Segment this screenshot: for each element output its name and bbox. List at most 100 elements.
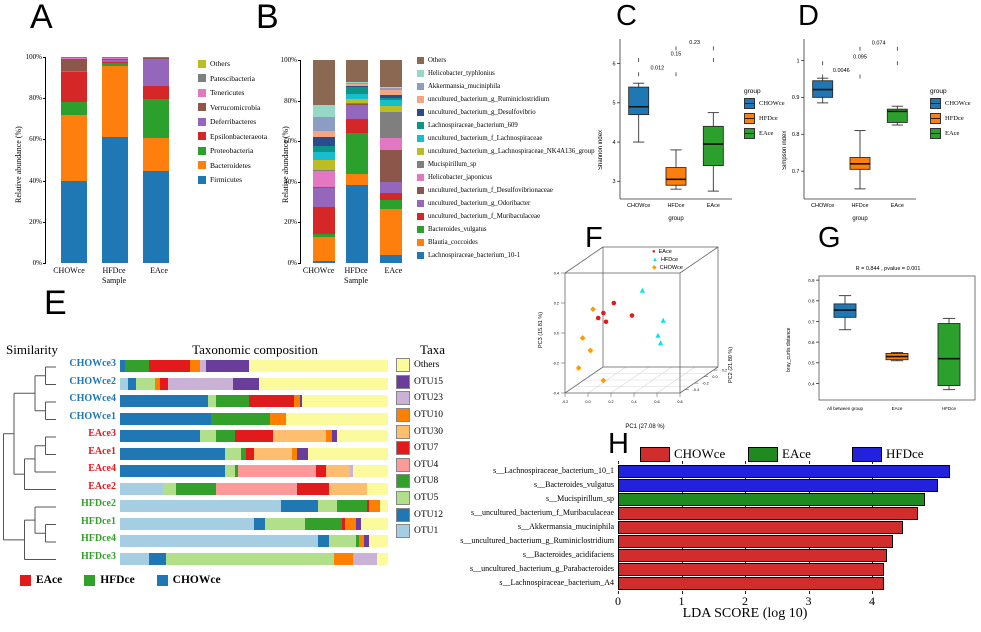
panel-b-x-tick-labels: CHOWce HFDce EAce	[300, 266, 412, 275]
sample-label-HFDce4: HFDce4	[81, 533, 116, 544]
panel-label-f: F	[585, 222, 603, 254]
bar-segment-Deferribacteres	[61, 71, 87, 73]
legend-swatch	[744, 98, 755, 109]
taxa-legend-item: OTU23	[396, 390, 443, 407]
sample-label-EAce1: EAce1	[88, 445, 116, 457]
bar-segment-OTU8	[337, 500, 367, 512]
bar-segment-OTU10	[291, 447, 297, 460]
bar-segment-OTU1	[120, 535, 319, 547]
bar-segment-Lachnospiraceae_bacterium_10-1	[312, 260, 335, 263]
sample-label-HFDce2: HFDce2	[81, 498, 116, 509]
bar-segment-OTU15	[232, 377, 260, 390]
pc1-tick-label: 0.2	[608, 400, 613, 404]
x-tick-label: 1	[678, 594, 685, 608]
bar-segment-Epsilonbacteraeota	[61, 72, 87, 103]
y-tick-label: 0%	[287, 259, 297, 267]
bar-segment-OTU15	[296, 447, 308, 460]
legend-item: Others	[417, 57, 594, 64]
legend-item: Firmicutes	[198, 175, 267, 184]
bar-segment-OTU5	[264, 517, 305, 530]
pc3-tick-label: -0.4	[552, 392, 559, 396]
bar-segment-OTU30	[253, 447, 292, 460]
y-tick-mark	[298, 222, 301, 224]
bar-segment-OTU4	[216, 482, 297, 495]
p-value: 0.15	[671, 52, 682, 58]
pc1-tick-label: 0.8	[677, 400, 682, 404]
legend-label: Others	[428, 57, 447, 64]
bar-segment-uncultured_bacterium_g_Lachnospiraceae_NK4A136_group	[379, 105, 402, 112]
bar-segment-OTU5	[200, 430, 217, 442]
bar-segment-Bacteroidetes	[143, 138, 169, 172]
bar-segment-OTU1	[120, 517, 254, 530]
legend-item: Epsilonbacteraeota	[198, 132, 267, 141]
legend-swatch	[198, 175, 206, 184]
bar-segment-OTU1	[120, 377, 129, 390]
legend-item: Helicobacter_japonicus	[417, 174, 594, 181]
taxa-legend-label: OTU12	[414, 509, 444, 520]
box-back-face	[602, 246, 719, 368]
pc3-tick-label: 0.0	[554, 332, 559, 336]
panel-a-y-axis-label: Relative abundance (%)	[14, 126, 23, 204]
panel-label-c: C	[616, 0, 637, 32]
panel-a-plot	[45, 57, 184, 263]
panel-c-legend: CHOWce HFDce EAce	[744, 98, 785, 143]
stacked-bar-EAce	[143, 57, 169, 263]
y-tick-label: 0.8	[808, 299, 815, 304]
legend-item: EAce	[744, 128, 785, 139]
taxa-legend-label: OTU7	[414, 443, 439, 454]
bar-segment-uncultured_bacterium_g_Lachnospiraceae_NK4A136_group	[312, 159, 335, 171]
bar-segment-uncultured_bacterium_g_Ruminiclostridium	[379, 89, 402, 95]
taxa-legend-item: OTU10	[396, 407, 443, 424]
bar-segment-Firmicutes	[143, 171, 169, 263]
legend-swatch	[417, 213, 424, 220]
bar-segment-Lachnospiraceae_bacterium_10-1	[379, 254, 402, 263]
panel-e-composition-header: Taxonomic composition	[192, 342, 318, 357]
legend-swatch	[417, 122, 424, 129]
group-legend-swatch	[156, 574, 168, 586]
data-point-EAce	[611, 300, 617, 306]
y-tick-mark	[43, 98, 46, 100]
legend-item: Verrucomicrobia	[198, 103, 267, 112]
bar-segment-OTU7	[149, 360, 190, 372]
panel-label-g: G	[818, 222, 841, 254]
y-tick-label: 0.7	[808, 319, 815, 324]
y-tick-label: 80%	[284, 96, 297, 105]
bar-segment-Patescibacteria	[61, 57, 87, 59]
bar-segment-uncultured_bacterium_g_Ruminiclostridium	[312, 130, 335, 137]
p-value: 0.23	[689, 40, 700, 46]
bar-segment-OTU7	[296, 482, 329, 495]
bar-segment-OTU5	[318, 500, 338, 512]
bar-segment-uncultured_bacterium_f_Muribaculaceae	[346, 118, 368, 134]
box-depth-edge	[564, 246, 604, 274]
bar-segment-Others	[379, 60, 402, 87]
bar-segment-Helicobacter_japonicus	[379, 138, 402, 151]
legend-label: uncultured_bacterium_g_Lachnospiraceae_N…	[428, 148, 595, 155]
panel-d-x-axis-label: group	[852, 216, 868, 222]
bar-segment-uncultured_bacterium_f_Lachnospiraceae	[312, 151, 335, 160]
bar-segment-Blautia_coccoides	[312, 236, 335, 261]
bar-segment-OTU8	[125, 360, 150, 372]
bar-segment-uncultured_bacterium_g_Lachnospiraceae_NK4A136_group	[346, 98, 368, 103]
stacked-bar-CHOWce	[61, 57, 87, 263]
legend-swatch-median-line	[931, 133, 940, 135]
x-tick-label: HFDce	[851, 203, 868, 209]
panel-a-x-axis-label: Sample	[102, 276, 126, 285]
taxon-label: s__Lachnospiraceae_bacterium_A4	[499, 578, 614, 587]
legend-item: Others	[198, 59, 267, 68]
bar-segment-OTU10	[270, 412, 287, 425]
box-front-face	[564, 272, 681, 394]
y-tick-mark	[43, 139, 46, 141]
bar-segment-OTU12	[120, 412, 212, 425]
legend-swatch-median-line	[745, 118, 754, 120]
y-tick-label: 0.8	[792, 132, 800, 138]
legend-swatch	[417, 135, 424, 142]
sample-label-EAce2: EAce2	[88, 480, 116, 492]
data-point-EAce	[629, 313, 635, 318]
y-tick-label: 0.9	[808, 278, 815, 283]
panel-e-taxa-header: Taxa	[420, 342, 446, 357]
bar-segment-Mucispirillum_sp	[379, 111, 402, 139]
taxa-legend-label: OTU5	[414, 493, 439, 504]
scatter-legend-item: ● EAce	[652, 248, 683, 256]
panel-g-y-axis-label: bray_curtis distance	[786, 327, 792, 373]
legend-swatch	[417, 174, 424, 181]
